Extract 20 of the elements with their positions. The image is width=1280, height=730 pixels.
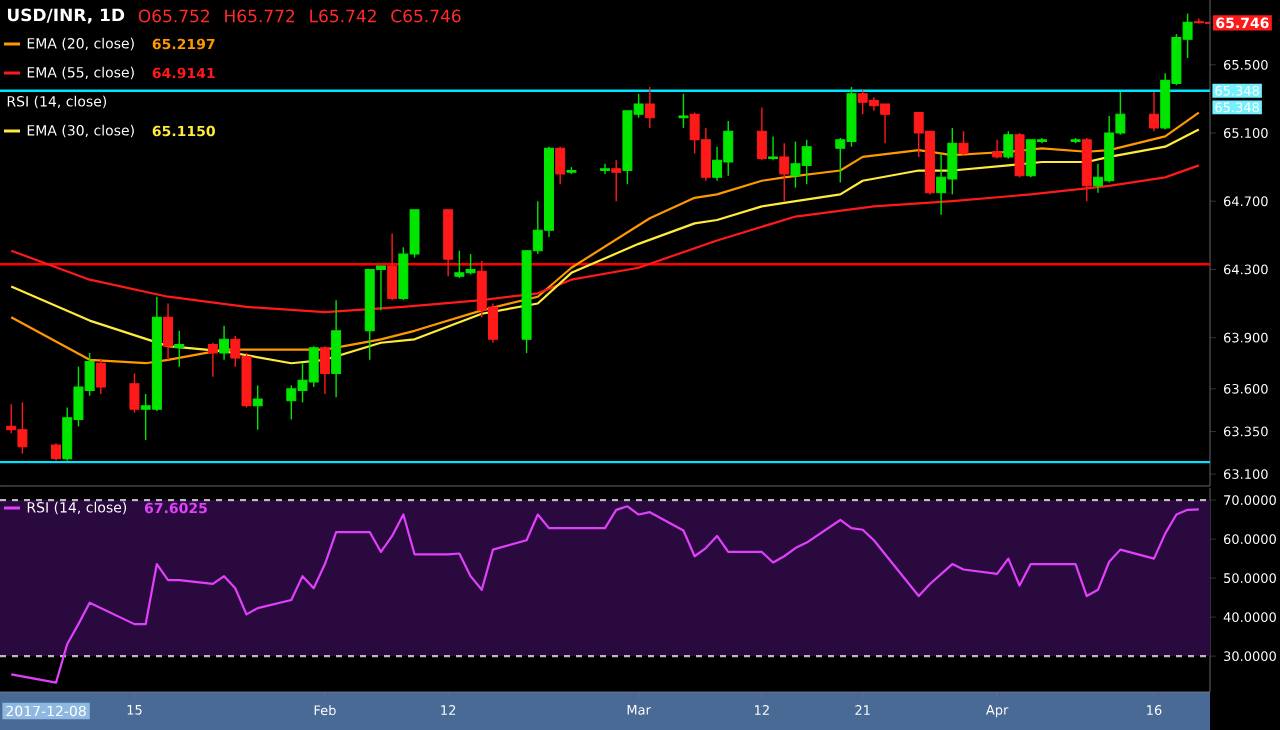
candlestick bbox=[207, 342, 218, 378]
candlestick bbox=[163, 302, 174, 361]
candlestick bbox=[1014, 132, 1025, 179]
candlestick bbox=[219, 325, 230, 361]
candlestick bbox=[387, 232, 398, 301]
candlestick bbox=[958, 130, 969, 156]
candlestick bbox=[95, 359, 106, 395]
candlestick bbox=[1149, 91, 1159, 132]
chart-title: USD/INR, 1D bbox=[7, 8, 125, 24]
candlestick bbox=[174, 330, 185, 368]
annotation: H65.772 bbox=[225, 9, 295, 23]
candlestick bbox=[252, 384, 263, 431]
candlestick bbox=[1003, 130, 1014, 160]
candlestick bbox=[319, 345, 330, 395]
candlestick bbox=[992, 139, 1003, 160]
candlestick bbox=[331, 299, 342, 399]
annotation: C65.746 bbox=[391, 9, 461, 23]
annotation: O65.752 bbox=[138, 9, 210, 23]
candlestick bbox=[129, 372, 140, 414]
annotation: L65.742 bbox=[310, 9, 376, 23]
